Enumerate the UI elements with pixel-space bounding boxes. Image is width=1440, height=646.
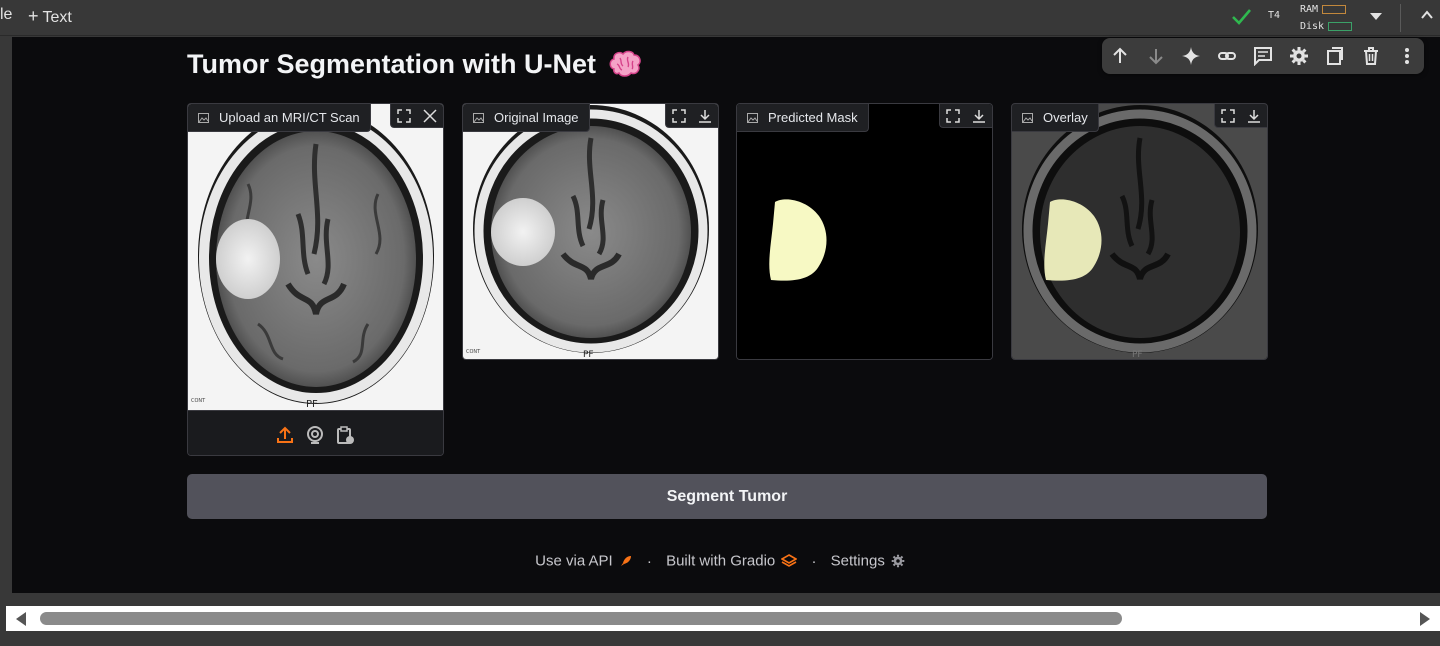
comment-icon[interactable] <box>1253 46 1273 66</box>
panel-tools <box>665 104 718 128</box>
link-icon[interactable] <box>1217 46 1237 66</box>
webcam-icon[interactable] <box>305 425 325 445</box>
built-with-gradio-link[interactable]: Built with Gradio <box>666 552 798 570</box>
svg-text:CONT: CONT <box>466 349 481 355</box>
gear-icon[interactable] <box>1289 46 1309 66</box>
image-icon <box>747 113 758 123</box>
download-button[interactable] <box>966 104 992 128</box>
mri-scan-image: PF CONT <box>188 104 443 410</box>
trash-icon[interactable] <box>1361 46 1381 66</box>
panel-label: Original Image <box>463 104 590 132</box>
download-icon <box>699 110 711 123</box>
disk-bar <box>1328 21 1353 31</box>
resource-monitor[interactable]: RAM Disk <box>1300 1 1353 35</box>
clipboard-icon[interactable] <box>335 425 355 445</box>
fullscreen-button[interactable] <box>940 104 966 128</box>
plus-icon: + <box>28 6 39 26</box>
clear-button[interactable] <box>417 104 443 128</box>
image-icon <box>1022 113 1033 123</box>
horizontal-scrollbar[interactable] <box>6 606 1440 631</box>
fullscreen-button[interactable] <box>1215 104 1241 128</box>
image-icon <box>198 113 209 123</box>
separator: · <box>646 552 652 570</box>
fullscreen-icon <box>397 109 411 123</box>
scroll-left-icon[interactable] <box>16 612 26 626</box>
chevron-up-icon[interactable] <box>1420 8 1434 22</box>
use-via-api-link[interactable]: Use via API <box>535 552 633 570</box>
close-icon <box>423 109 437 123</box>
panel-label: Upload an MRI/CT Scan <box>188 104 371 132</box>
gradio-logo-icon <box>780 554 798 568</box>
ram-label: RAM <box>1300 4 1319 15</box>
svg-text:PF: PF <box>306 399 318 410</box>
overlay-panel: Overlay PF <box>1011 103 1268 360</box>
sparkle-icon[interactable] <box>1181 46 1201 66</box>
panel-label: Overlay <box>1012 104 1099 132</box>
menu-item-partial[interactable]: le <box>0 6 13 23</box>
arrow-up-icon[interactable] <box>1110 46 1130 66</box>
add-text-button[interactable]: + Text <box>28 6 72 26</box>
arrow-down-icon[interactable] <box>1146 46 1166 66</box>
scrollbar-thumb[interactable] <box>40 612 1122 625</box>
cell-toolbar <box>1102 38 1424 74</box>
rocket-icon <box>620 556 631 567</box>
scroll-right-icon[interactable] <box>1420 612 1430 626</box>
panel-tools <box>390 104 443 128</box>
page-title: Tumor Segmentation with U-Net <box>187 49 642 80</box>
gradio-footer: Use via API · Built with Gradio · Settin… <box>0 552 1440 570</box>
predicted-mask-panel: Predicted Mask <box>736 103 993 360</box>
more-vert-icon[interactable] <box>1397 46 1417 66</box>
chevron-down-icon[interactable] <box>1370 13 1382 20</box>
ram-bar <box>1322 4 1347 14</box>
disk-label: Disk <box>1300 21 1325 32</box>
brain-icon <box>609 50 641 77</box>
gear-icon <box>891 554 905 568</box>
panel-label: Predicted Mask <box>737 104 869 132</box>
svg-text:PF: PF <box>1132 350 1143 359</box>
fullscreen-icon <box>946 109 960 123</box>
panel-tools <box>939 104 992 128</box>
segment-tumor-button[interactable]: Segment Tumor <box>187 474 1267 519</box>
svg-text:PF: PF <box>583 350 594 359</box>
check-icon <box>1232 9 1251 25</box>
mirror-cell-icon[interactable] <box>1325 46 1345 66</box>
download-icon <box>1248 110 1260 123</box>
panel-tools <box>1214 104 1267 128</box>
download-button[interactable] <box>692 104 718 128</box>
overlay-image: PF <box>1012 104 1267 359</box>
download-button[interactable] <box>1241 104 1267 128</box>
cell-gutter <box>0 37 12 593</box>
original-image-panel: Original Image PF CONT <box>462 103 719 360</box>
upload-image-panel[interactable]: Upload an MRI/CT Scan PF CONT <box>187 103 444 456</box>
original-scan-image: PF CONT <box>463 104 718 359</box>
bottom-strip <box>0 631 1440 646</box>
fullscreen-icon <box>672 109 686 123</box>
runtime-label[interactable]: T4 <box>1268 10 1281 21</box>
download-icon <box>973 110 985 123</box>
upload-source-bar <box>188 410 443 455</box>
separator: · <box>811 552 817 570</box>
fullscreen-button[interactable] <box>666 104 692 128</box>
fullscreen-button[interactable] <box>391 104 417 128</box>
fullscreen-icon <box>1221 109 1235 123</box>
image-icon <box>473 113 484 123</box>
upload-icon[interactable] <box>275 425 295 445</box>
svg-text:CONT: CONT <box>191 398 206 404</box>
divider <box>1400 4 1401 32</box>
colab-toolbar: le + Text T4 RAM Disk <box>0 0 1440 36</box>
settings-link[interactable]: Settings <box>831 552 905 570</box>
mask-image <box>737 104 992 359</box>
